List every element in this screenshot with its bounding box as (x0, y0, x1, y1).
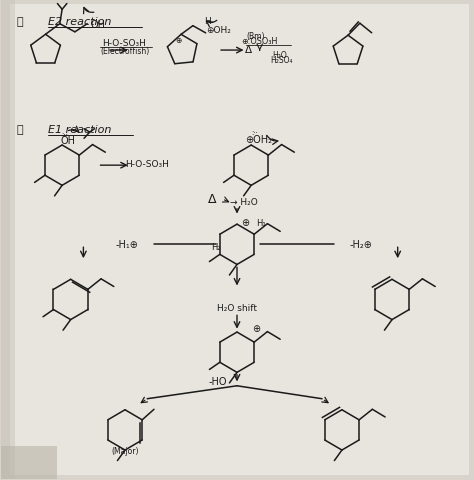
Text: H₂: H₂ (211, 242, 221, 251)
Text: ⊕:OSO₃H: ⊕:OSO₃H (241, 37, 278, 46)
Text: OH: OH (90, 20, 105, 30)
Text: (Bm): (Bm) (246, 32, 265, 41)
Text: ⊕: ⊕ (241, 217, 250, 228)
Text: H-O-SO₃H: H-O-SO₃H (102, 39, 146, 48)
Text: H: H (204, 17, 210, 26)
Bar (0, 0, 15, 480)
Text: Ⓑ: Ⓑ (16, 125, 23, 135)
Text: -H₂⊕: -H₂⊕ (349, 240, 372, 250)
Text: E1 reaction: E1 reaction (48, 125, 111, 135)
Text: Ⓐ: Ⓐ (16, 17, 23, 27)
Text: E2 reaction: E2 reaction (48, 17, 111, 27)
Text: OH: OH (60, 136, 75, 146)
Text: :··: :·· (252, 129, 258, 135)
Text: -H₁⊕: -H₁⊕ (116, 240, 139, 250)
Text: H₁: H₁ (256, 218, 266, 227)
Bar (0, 446, 57, 480)
Text: ⊕: ⊕ (253, 323, 261, 333)
Text: Δ: Δ (245, 45, 252, 55)
Text: ⊕OH₂: ⊕OH₂ (245, 135, 272, 145)
Text: H-O-SO₃H: H-O-SO₃H (125, 160, 169, 169)
Text: H₂O shift: H₂O shift (217, 303, 257, 312)
Text: H₂O: H₂O (273, 51, 287, 60)
Text: :··: :·· (62, 131, 68, 137)
FancyBboxPatch shape (10, 5, 469, 475)
Text: H₂SO₄: H₂SO₄ (270, 56, 292, 65)
Text: ⊕OH₂: ⊕OH₂ (207, 25, 231, 35)
Text: ⊕: ⊕ (175, 36, 182, 45)
Text: → H₂O: → H₂O (230, 197, 258, 206)
Text: Δ: Δ (208, 193, 217, 206)
Text: (Major): (Major) (111, 446, 139, 455)
Text: (Electroffish): (Electroffish) (100, 47, 149, 56)
Text: -HO: -HO (209, 376, 228, 386)
